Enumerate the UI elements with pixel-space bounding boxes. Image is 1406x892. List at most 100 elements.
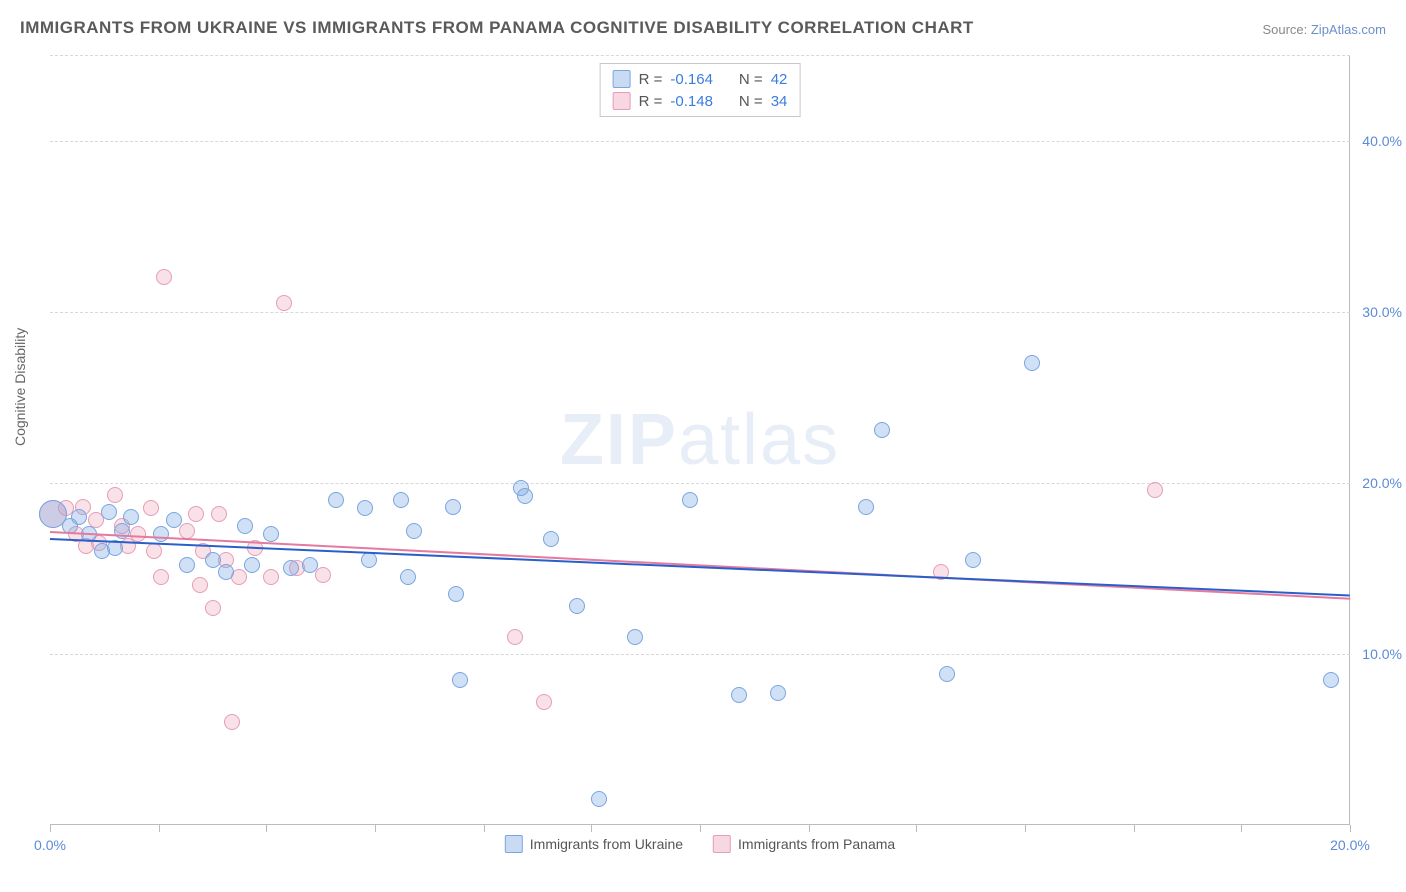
scatter-point-ukraine (445, 499, 461, 515)
scatter-point-panama (205, 600, 221, 616)
x-tick-label: 0.0% (34, 837, 66, 853)
scatter-point-ukraine (448, 586, 464, 602)
legend-item-ukraine: Immigrants from Ukraine (505, 835, 683, 853)
scatter-point-ukraine (123, 509, 139, 525)
y-axis-title: Cognitive Disability (12, 328, 28, 446)
n-prefix: N = (739, 93, 763, 110)
grid-line (50, 654, 1350, 655)
scatter-point-ukraine (627, 629, 643, 645)
scatter-point-ukraine (218, 564, 234, 580)
x-tick (1350, 825, 1351, 832)
scatter-point-panama (263, 569, 279, 585)
grid-line (50, 55, 1350, 56)
legend-swatch-ukraine (505, 835, 523, 853)
r-prefix: R = (639, 71, 663, 88)
scatter-point-ukraine (591, 791, 607, 807)
y-axis-line-right (1349, 55, 1350, 825)
scatter-point-ukraine (939, 666, 955, 682)
scatter-point-ukraine (237, 518, 253, 534)
scatter-point-panama (146, 543, 162, 559)
y-tick-label: 40.0% (1362, 133, 1402, 149)
scatter-point-ukraine (244, 557, 260, 573)
scatter-point-panama (143, 500, 159, 516)
scatter-point-ukraine (166, 512, 182, 528)
n-value-ukraine: 42 (771, 71, 788, 88)
chart-title: IMMIGRANTS FROM UKRAINE VS IMMIGRANTS FR… (20, 18, 974, 38)
scatter-point-ukraine (965, 552, 981, 568)
x-tick (1241, 825, 1242, 832)
scatter-point-ukraine (179, 557, 195, 573)
swatch-ukraine (613, 70, 631, 88)
scatter-point-ukraine (517, 488, 533, 504)
watermark-light: atlas (678, 400, 840, 480)
scatter-point-ukraine (731, 687, 747, 703)
scatter-point-ukraine (357, 500, 373, 516)
scatter-point-panama (276, 295, 292, 311)
x-tick (1134, 825, 1135, 832)
scatter-point-ukraine (283, 560, 299, 576)
scatter-point-panama (107, 487, 123, 503)
scatter-point-ukraine (858, 499, 874, 515)
source-label: Source: (1262, 22, 1310, 37)
scatter-point-panama (315, 567, 331, 583)
scatter-point-ukraine (263, 526, 279, 542)
scatter-point-ukraine (205, 552, 221, 568)
correlation-row-ukraine: R = -0.164 N = 42 (613, 68, 788, 90)
correlation-legend: R = -0.164 N = 42 R = -0.148 N = 34 (600, 63, 801, 117)
scatter-point-ukraine (543, 531, 559, 547)
x-tick (484, 825, 485, 832)
scatter-point-ukraine (393, 492, 409, 508)
source-link[interactable]: ZipAtlas.com (1311, 22, 1386, 37)
scatter-point-ukraine (874, 422, 890, 438)
watermark-bold: ZIP (560, 400, 678, 480)
scatter-point-panama (156, 269, 172, 285)
scatter-point-panama (211, 506, 227, 522)
scatter-point-panama (192, 577, 208, 593)
scatter-point-panama (536, 694, 552, 710)
x-tick (700, 825, 701, 832)
scatter-point-ukraine (302, 557, 318, 573)
grid-line (50, 141, 1350, 142)
scatter-point-panama (507, 629, 523, 645)
x-tick (50, 825, 51, 832)
scatter-point-ukraine (1323, 672, 1339, 688)
n-prefix: N = (739, 71, 763, 88)
scatter-point-ukraine (101, 504, 117, 520)
r-value-panama: -0.148 (670, 93, 713, 110)
y-tick-label: 10.0% (1362, 646, 1402, 662)
scatter-point-ukraine (400, 569, 416, 585)
scatter-point-ukraine (71, 509, 87, 525)
scatter-point-panama (224, 714, 240, 730)
x-tick (591, 825, 592, 832)
scatter-point-ukraine (153, 526, 169, 542)
x-tick (375, 825, 376, 832)
scatter-point-panama (188, 506, 204, 522)
scatter-point-panama (153, 569, 169, 585)
x-tick (916, 825, 917, 832)
correlation-row-panama: R = -0.148 N = 34 (613, 90, 788, 112)
swatch-panama (613, 92, 631, 110)
y-tick-label: 30.0% (1362, 304, 1402, 320)
source-attribution: Source: ZipAtlas.com (1262, 22, 1386, 37)
series-legend: Immigrants from Ukraine Immigrants from … (505, 835, 895, 853)
plot-area: ZIPatlas R = -0.164 N = 42 R = -0.148 N … (50, 55, 1350, 825)
legend-swatch-panama (713, 835, 731, 853)
scatter-point-ukraine (1024, 355, 1040, 371)
grid-line (50, 312, 1350, 313)
legend-label-ukraine: Immigrants from Ukraine (530, 836, 683, 852)
x-tick (159, 825, 160, 832)
scatter-point-panama (179, 523, 195, 539)
scatter-point-ukraine (682, 492, 698, 508)
x-tick (266, 825, 267, 832)
scatter-point-ukraine (452, 672, 468, 688)
r-value-ukraine: -0.164 (670, 71, 713, 88)
legend-label-panama: Immigrants from Panama (738, 836, 895, 852)
r-prefix: R = (639, 93, 663, 110)
x-tick-label: 20.0% (1330, 837, 1370, 853)
scatter-point-ukraine (569, 598, 585, 614)
scatter-point-panama (1147, 482, 1163, 498)
n-value-panama: 34 (771, 93, 788, 110)
scatter-point-ukraine (770, 685, 786, 701)
scatter-point-panama (130, 526, 146, 542)
legend-item-panama: Immigrants from Panama (713, 835, 895, 853)
